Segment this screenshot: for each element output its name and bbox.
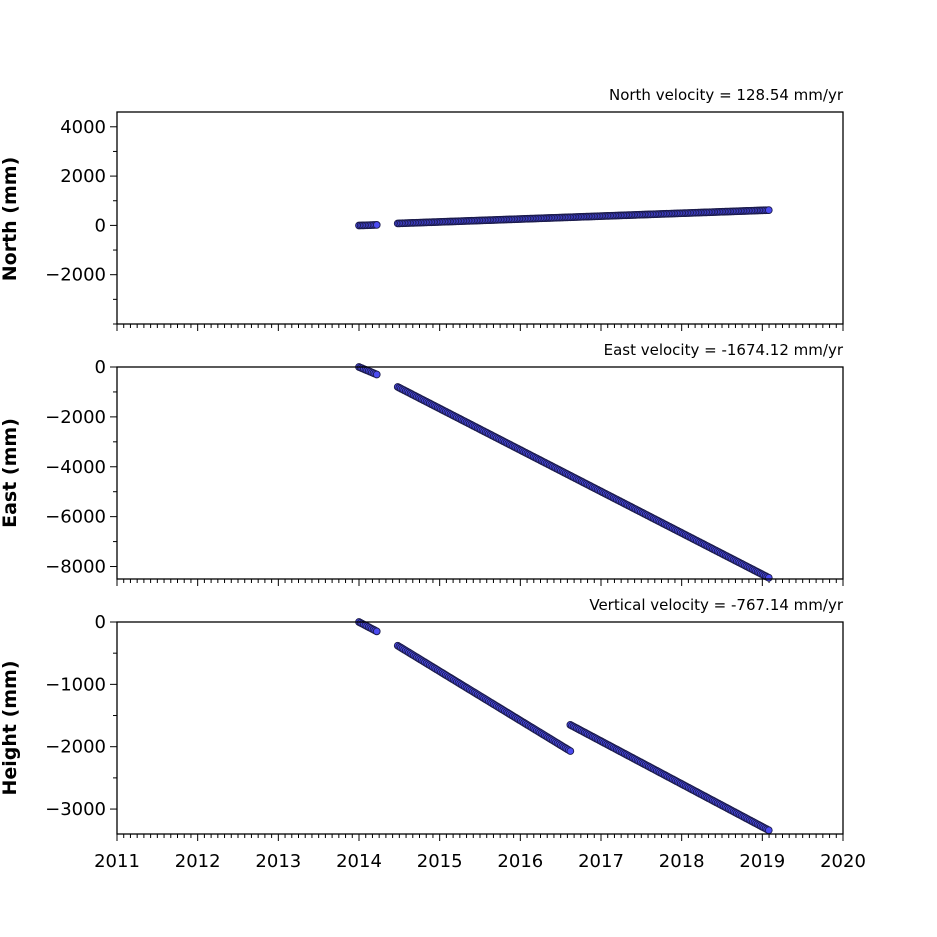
y-tick-label: −3000 xyxy=(45,799,106,820)
x-tick-label: 2019 xyxy=(739,851,785,872)
y-tick-label: 0 xyxy=(95,215,106,236)
y-tick-label: −2000 xyxy=(45,265,106,286)
y-tick-label: 2000 xyxy=(60,166,106,187)
east-x-ticks xyxy=(116,579,844,586)
data-point xyxy=(764,206,773,214)
y-tick-label: −8000 xyxy=(45,557,106,578)
x-tick-label: 2018 xyxy=(659,851,705,872)
y-tick-label: 0 xyxy=(95,357,106,378)
east-y-ticks: −8000 −6000 −4000 −2000 0 xyxy=(45,357,117,578)
east-axis-label: East (mm) xyxy=(0,418,21,528)
x-tick-label: 2012 xyxy=(175,851,221,872)
east-panel: East velocity = -1674.12 mm/yr East (mm)… xyxy=(0,341,844,586)
north-velocity-label: North velocity = 128.54 mm/yr xyxy=(609,86,844,104)
height-y-ticks: −3000 −2000 −1000 0 xyxy=(45,612,117,820)
east-plot-frame xyxy=(116,366,844,580)
data-point xyxy=(372,370,381,379)
y-tick-label: −6000 xyxy=(45,507,106,528)
height-axis-label: Height (mm) xyxy=(0,660,21,795)
north-plot-frame xyxy=(116,111,844,325)
height-x-ticks xyxy=(116,834,844,841)
north-axis-label: North (mm) xyxy=(0,157,21,282)
y-tick-label: −2000 xyxy=(45,407,106,428)
data-point xyxy=(566,747,575,755)
data-point xyxy=(764,573,773,582)
data-point xyxy=(372,221,381,229)
y-tick-label: 0 xyxy=(95,612,106,633)
east-velocity-label: East velocity = -1674.12 mm/yr xyxy=(604,341,844,359)
north-x-ticks xyxy=(116,324,844,331)
x-tick-label: 2014 xyxy=(336,851,382,872)
x-tick-label: 2017 xyxy=(578,851,624,872)
y-tick-label: 4000 xyxy=(60,117,106,138)
data-point xyxy=(372,627,381,636)
data-point xyxy=(764,826,773,835)
x-tick-label: 2016 xyxy=(497,851,543,872)
height-plot-frame xyxy=(116,621,844,835)
x-tick-label: 2020 xyxy=(820,851,866,872)
north-points xyxy=(355,206,773,230)
height-x-tick-labels: 2011 2012 2013 2014 2015 2016 2017 2018 2019 2020 xyxy=(94,851,866,872)
north-panel: North velocity = 128.54 mm/yr North (mm)… xyxy=(0,86,844,331)
x-tick-label: 2013 xyxy=(255,851,301,872)
x-tick-label: 2011 xyxy=(94,851,140,872)
y-tick-label: −2000 xyxy=(45,737,106,758)
height-points xyxy=(355,618,773,835)
east-points xyxy=(355,363,773,582)
north-y-ticks: −2000 0 2000 4000 xyxy=(45,117,117,325)
y-tick-label: −4000 xyxy=(45,457,106,478)
y-tick-label: −1000 xyxy=(45,674,106,695)
x-tick-label: 2015 xyxy=(417,851,463,872)
vertical-velocity-label: Vertical velocity = -767.14 mm/yr xyxy=(589,596,843,614)
height-panel: Vertical velocity = -767.14 mm/yr Height… xyxy=(0,596,866,872)
